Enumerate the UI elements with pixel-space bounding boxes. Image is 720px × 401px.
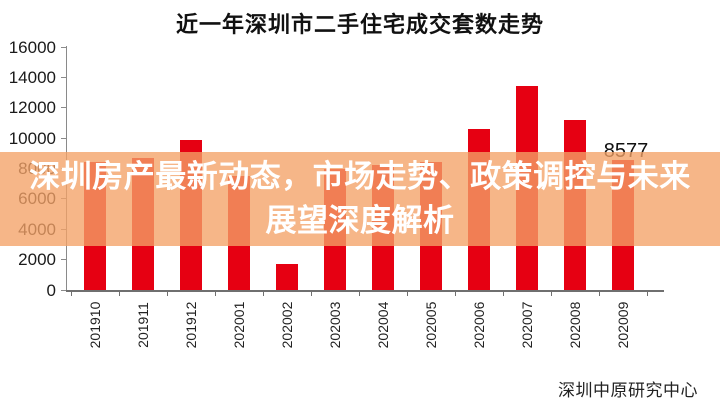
y-axis-tick-14000	[61, 76, 66, 78]
x-axis-label-202008: 202008	[567, 301, 583, 349]
x-axis-label-202003: 202003	[327, 301, 343, 349]
x-axis-label-202001: 202001	[231, 301, 247, 349]
x-axis-tick-11	[599, 292, 600, 296]
x-axis-tick-10	[551, 292, 552, 296]
x-axis-line	[66, 290, 664, 292]
y-axis-label-16000: 16000	[8, 37, 56, 57]
x-axis-label-202005: 202005	[423, 301, 439, 349]
x-axis-tick-9	[503, 292, 504, 296]
y-axis-label-14000: 14000	[8, 67, 56, 87]
x-axis-tick-6	[359, 292, 360, 296]
x-axis-label-201910: 201910	[87, 301, 103, 349]
x-axis-tick-3	[215, 292, 216, 296]
x-axis-label-201911: 201911	[135, 302, 151, 348]
source-credit: 深圳中原研究中心	[558, 381, 698, 400]
y-axis-tick-0	[61, 289, 66, 291]
x-axis-tick-0	[71, 292, 72, 296]
x-axis-label-202002: 202002	[279, 301, 295, 349]
y-axis-label-10000: 10000	[8, 128, 56, 148]
x-axis-label-201912: 201912	[183, 301, 199, 349]
y-axis-tick-2000	[61, 259, 66, 261]
headline-line-2: 展望深度解析	[265, 203, 455, 238]
chart-title: 近一年深圳市二手住宅成交套数走势	[175, 12, 544, 37]
bar-202002	[276, 264, 298, 290]
y-axis-tick-12000	[61, 107, 66, 109]
x-axis-label-202006: 202006	[471, 301, 487, 349]
x-axis-label-202009: 202009	[615, 301, 631, 349]
x-axis-tick-7	[407, 292, 408, 296]
y-axis-tick-16000	[61, 46, 66, 48]
x-axis-tick-2	[167, 292, 168, 296]
x-axis-label-202004: 202004	[375, 301, 391, 349]
y-axis-label-12000: 12000	[8, 98, 56, 118]
y-axis-tick-10000	[61, 137, 66, 139]
headline-line-1: 深圳房产最新动态，市场走势、政策调控与未来	[29, 159, 691, 194]
x-axis-tick-1	[119, 292, 120, 296]
x-axis-tick-8	[455, 292, 456, 296]
x-axis-tick-12	[647, 292, 648, 296]
headline-overlay-banner: 深圳房产最新动态，市场走势、政策调控与未来 展望深度解析	[0, 152, 720, 246]
x-axis-tick-5	[311, 292, 312, 296]
x-axis-tick-4	[263, 292, 264, 296]
y-axis-label-2000: 2000	[18, 250, 56, 270]
y-axis-label-0: 0	[46, 280, 56, 300]
x-axis-label-202007: 202007	[519, 301, 535, 349]
